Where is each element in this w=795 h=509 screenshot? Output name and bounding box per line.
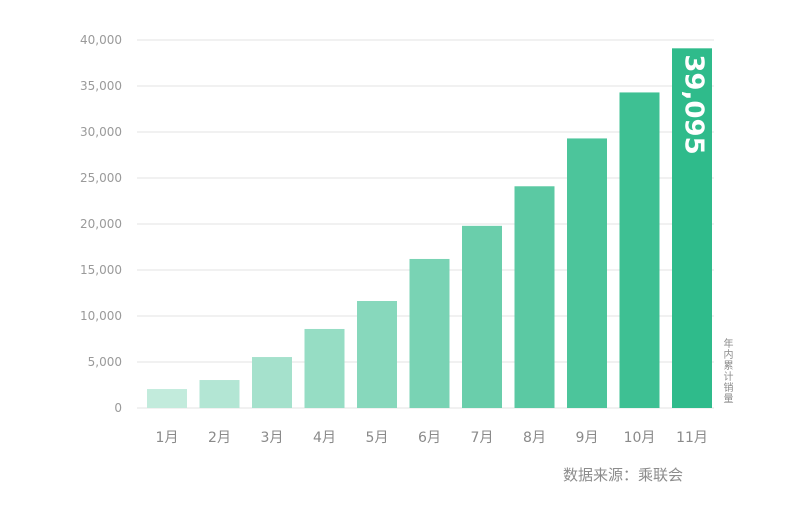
x-tick-label: 6月 — [418, 430, 441, 446]
bar — [462, 225, 502, 408]
y-tick-label: 10,000 — [80, 309, 122, 323]
bar — [409, 258, 450, 408]
bar — [304, 328, 345, 408]
x-tick-label: 8月 — [523, 430, 546, 446]
y-tick-label: 15,000 — [80, 263, 122, 277]
x-tick-label: 10月 — [624, 430, 656, 446]
x-tick-label: 7月 — [471, 430, 494, 446]
bar — [252, 357, 292, 408]
x-tick-label: 2月 — [208, 430, 231, 446]
y-tick-label: 0 — [114, 401, 122, 415]
y-tick-label: 35,000 — [80, 79, 122, 93]
x-tick-label: 1月 — [156, 430, 179, 446]
y-tick-label: 30,000 — [80, 125, 122, 139]
bar — [147, 389, 187, 408]
y-tick-label: 40,000 — [80, 33, 122, 47]
bar — [619, 92, 660, 408]
x-tick-label: 9月 — [576, 430, 599, 446]
bar — [199, 380, 240, 408]
data-label: 39,095 — [679, 54, 709, 154]
y-tick-label: 20,000 — [80, 217, 122, 231]
x-tick-label: 5月 — [366, 430, 389, 446]
bar — [357, 301, 397, 408]
x-tick-label: 11月 — [676, 430, 708, 446]
x-tick-label: 3月 — [261, 430, 284, 446]
source-note: 数据来源：乘联会 — [563, 466, 684, 484]
y-tick-label: 25,000 — [80, 171, 122, 185]
bar — [672, 48, 712, 409]
x-tick-label: 4月 — [313, 430, 336, 446]
y-tick-label: 5,000 — [88, 355, 122, 369]
series-label: 年内累计销量 — [721, 338, 732, 404]
bar — [567, 138, 607, 408]
bar — [514, 186, 555, 408]
